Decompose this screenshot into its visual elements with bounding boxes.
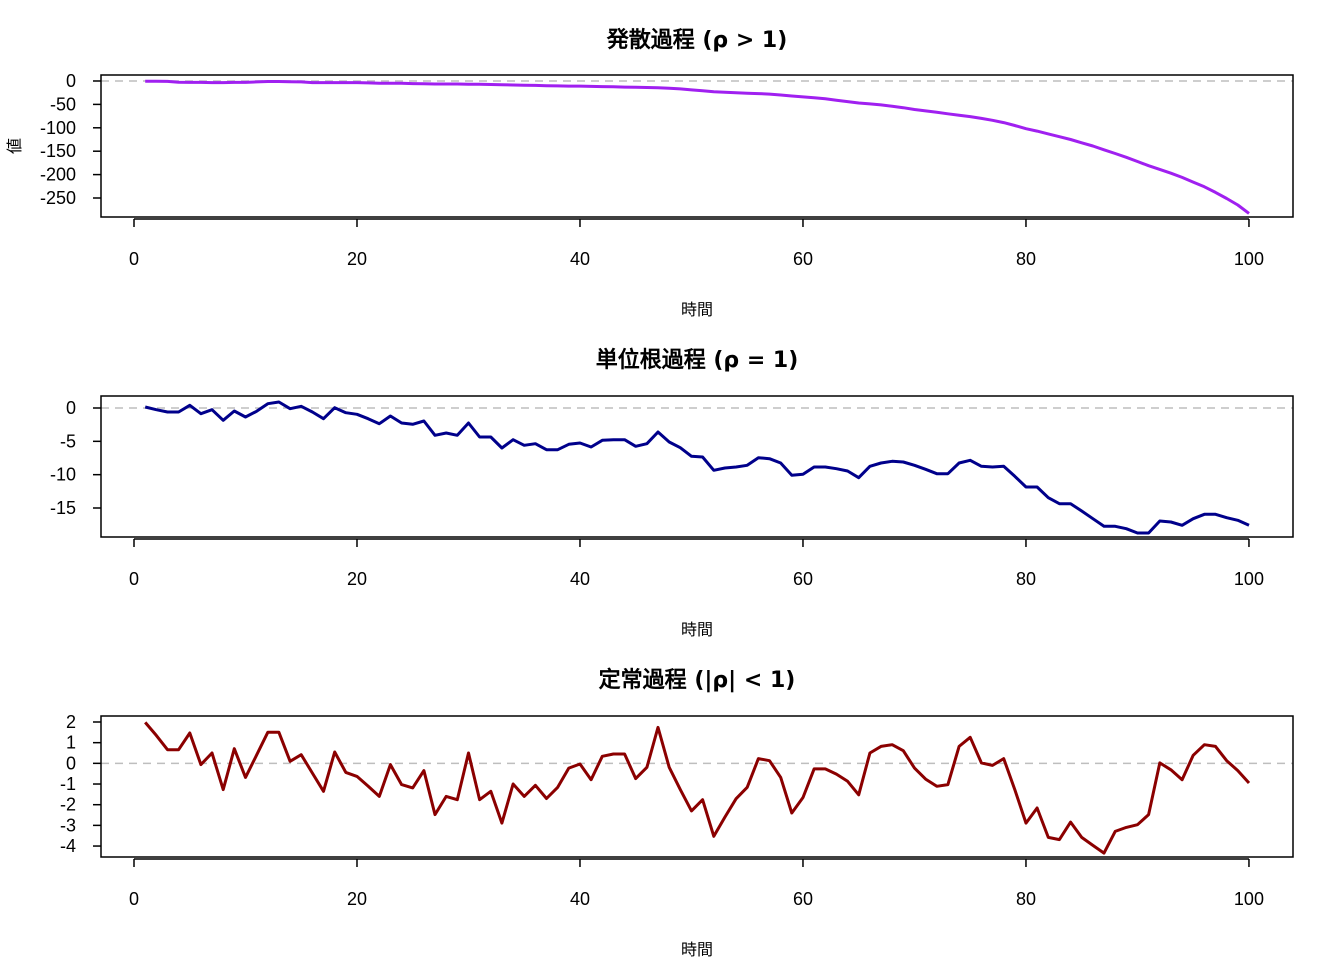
x-tick-label: 0 [129,249,139,269]
x-tick-label: 40 [570,889,590,909]
y-tick-label: -150 [40,141,76,161]
series-line [144,721,1251,855]
series-line [144,400,1250,535]
plot-frame [100,395,1294,538]
y-tick-label: -200 [40,165,76,185]
x-tick-label: 20 [347,889,367,909]
x-tick-label: 80 [1016,889,1036,909]
plot-frame [100,715,1294,858]
chart-title: 発散過程 (ρ > 1) [606,27,788,53]
y-tick-label: -50 [50,94,76,114]
x-tick-label: 60 [793,249,813,269]
series-line [145,79,1250,215]
x-tick-label: 0 [129,889,139,909]
x-tick-label: 20 [347,569,367,589]
x-tick-label: 0 [129,569,139,589]
x-axis-label: 時間 [681,300,713,319]
x-tick-label: 100 [1234,249,1264,269]
y-tick-label: -10 [50,465,76,485]
y-tick-label: -15 [50,498,76,518]
chart-title: 定常過程 (|ρ| < 1) [599,667,796,693]
panel-unit-root: 単位根過程 (ρ = 1) 時間 [596,347,799,639]
plot-frame [100,74,1294,218]
x-tick-label: 40 [570,569,590,589]
x-axis-label: 時間 [681,620,713,639]
y-tick-label: 2 [66,712,76,732]
y-tick-label: -3 [60,815,76,835]
y-tick-label: -4 [60,836,76,856]
x-tick-label: 100 [1234,569,1264,589]
y-tick-label: -1 [60,774,76,794]
x-tick-label: 60 [793,569,813,589]
y-tick-label: -100 [40,118,76,138]
panel-divergent: 発散過程 (ρ > 1) 時間 値 [5,27,787,319]
y-tick-label: 1 [66,733,76,753]
y-tick-label: 0 [66,398,76,418]
y-axis-label: 値 [5,138,24,154]
x-tick-label: 20 [347,249,367,269]
x-tick-label: 80 [1016,569,1036,589]
x-tick-label: 80 [1016,249,1036,269]
x-axis-label: 時間 [681,940,713,959]
y-tick-label: 0 [66,71,76,91]
y-tick-label: -5 [60,431,76,451]
x-tick-label: 60 [793,889,813,909]
chart-title: 単位根過程 (ρ = 1) [596,347,799,373]
x-tick-label: 40 [570,249,590,269]
panel-stationary: 定常過程 (|ρ| < 1) 時間 [599,667,796,959]
y-tick-label: -250 [40,188,76,208]
y-tick-label: 0 [66,753,76,773]
x-tick-label: 100 [1234,889,1264,909]
y-tick-label: -2 [60,795,76,815]
